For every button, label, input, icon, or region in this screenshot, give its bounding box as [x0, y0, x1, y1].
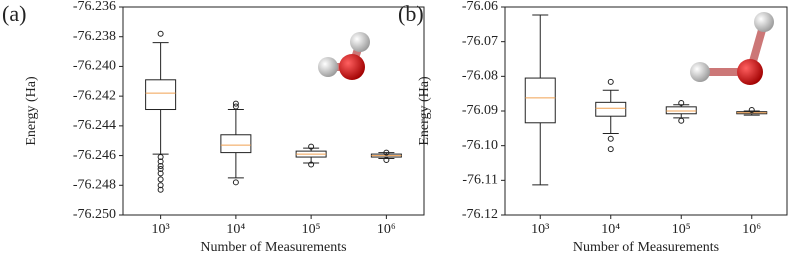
outlier: [232, 179, 239, 186]
panel-label: (a): [2, 1, 26, 26]
x-tick-label: 10⁵: [672, 222, 691, 237]
box: [145, 79, 177, 111]
panel: (a) Energy (Ha) Number of Measurements -76.…: [2, 0, 425, 255]
box: [524, 77, 556, 124]
outlier: [157, 162, 164, 169]
plot-frame: [122, 6, 425, 216]
y-tick-label: -76.08: [462, 69, 498, 84]
y-tick-label: -76.248: [73, 178, 116, 193]
outlier: [157, 182, 164, 189]
outlier: [383, 149, 390, 156]
y-tick-label: -76.11: [462, 173, 498, 188]
outlier: [607, 146, 614, 153]
panel-label: (b): [398, 1, 424, 26]
outlier: [157, 154, 164, 161]
outlier: [607, 135, 614, 142]
box: [595, 101, 627, 117]
x-tick-label: 10⁶: [377, 222, 396, 237]
outlier: [678, 100, 685, 107]
molecule-a: [318, 32, 370, 80]
y-axis-label: Energy (Ha): [417, 76, 432, 146]
outlier: [157, 30, 164, 37]
y-tick-label: -76.236: [73, 0, 116, 14]
y-tick-label: -76.246: [73, 148, 116, 163]
x-tick-label: 10³: [152, 222, 170, 237]
y-tick-label: -76.240: [73, 59, 116, 74]
outlier: [383, 157, 390, 164]
y-tick-label: -76.238: [73, 29, 116, 44]
outlier: [157, 170, 164, 177]
y-tick-label: -76.10: [462, 138, 498, 153]
outlier: [157, 165, 164, 172]
y-tick-label: -76.242: [73, 88, 116, 103]
outlier: [748, 106, 755, 113]
outlier: [678, 117, 685, 124]
y-tick-label: -76.09: [462, 103, 498, 118]
y-tick-label: -76.250: [73, 207, 116, 222]
x-tick-label: 10⁶: [742, 222, 761, 237]
y-tick-label: -76.12: [462, 207, 498, 222]
y-tick-label: -76.07: [462, 34, 498, 49]
x-axis-label: Number of Measurements: [200, 240, 346, 255]
y-tick-label: -76.06: [462, 0, 498, 14]
y-axis-label: Energy (Ha): [24, 76, 39, 146]
molecule-b: [690, 12, 774, 85]
outlier: [157, 186, 164, 193]
outlier: [157, 176, 164, 183]
x-tick-label: 10⁵: [302, 222, 321, 237]
outlier: [232, 100, 239, 107]
y-tick-label: -76.244: [73, 118, 116, 133]
box: [665, 106, 697, 115]
x-tick-label: 10³: [531, 222, 549, 237]
x-tick-label: 10⁴: [226, 222, 245, 237]
outlier: [308, 161, 315, 168]
outlier: [607, 78, 614, 85]
x-tick-label: 10⁴: [601, 222, 620, 237]
panel: (b) Energy (Ha) Number of Measurements -76.…: [398, 0, 788, 255]
outlier: [157, 158, 164, 165]
outlier: [308, 143, 315, 150]
outlier: [232, 103, 239, 110]
box: [220, 134, 252, 154]
x-axis-label: Number of Measurements: [573, 240, 719, 255]
